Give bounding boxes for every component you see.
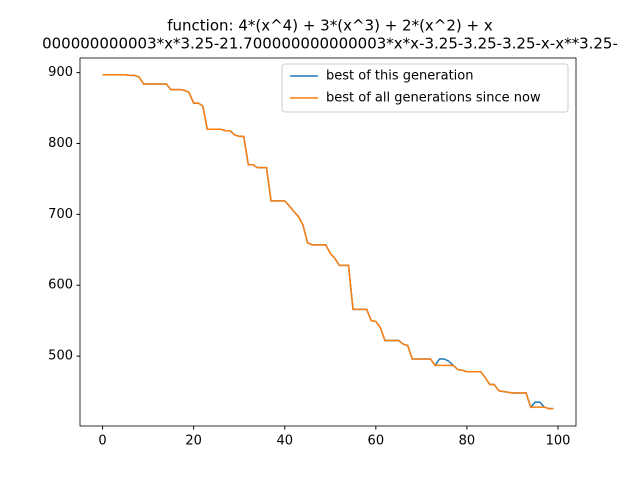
y-tick-label: 900: [48, 65, 73, 80]
x-tick-label: 100: [546, 434, 571, 449]
plot-frame: [79, 57, 577, 427]
y-tick-label: 700: [48, 207, 73, 222]
x-tick-label: 0: [98, 434, 106, 449]
y-tick-label: 800: [48, 136, 73, 151]
x-tick-label: 60: [368, 434, 385, 449]
y-tick-label: 500: [48, 349, 73, 364]
line: [102, 73, 554, 410]
legend-label: best of this generation: [326, 69, 473, 84]
legend-label: best of all generations since now: [326, 91, 541, 106]
x-tick-label: 40: [276, 434, 293, 449]
chart-title: function: 4*(x^4) + 3*(x^3) + 2*(x^2) + …: [167, 17, 493, 35]
y-tick-label: 600: [48, 278, 73, 293]
x-tick-label: 80: [459, 434, 476, 449]
x-tick-label: 20: [185, 434, 202, 449]
legend-box: [281, 63, 569, 113]
chart-title: 000000000003*x*3.25-21.700000000000003*x…: [42, 35, 618, 53]
